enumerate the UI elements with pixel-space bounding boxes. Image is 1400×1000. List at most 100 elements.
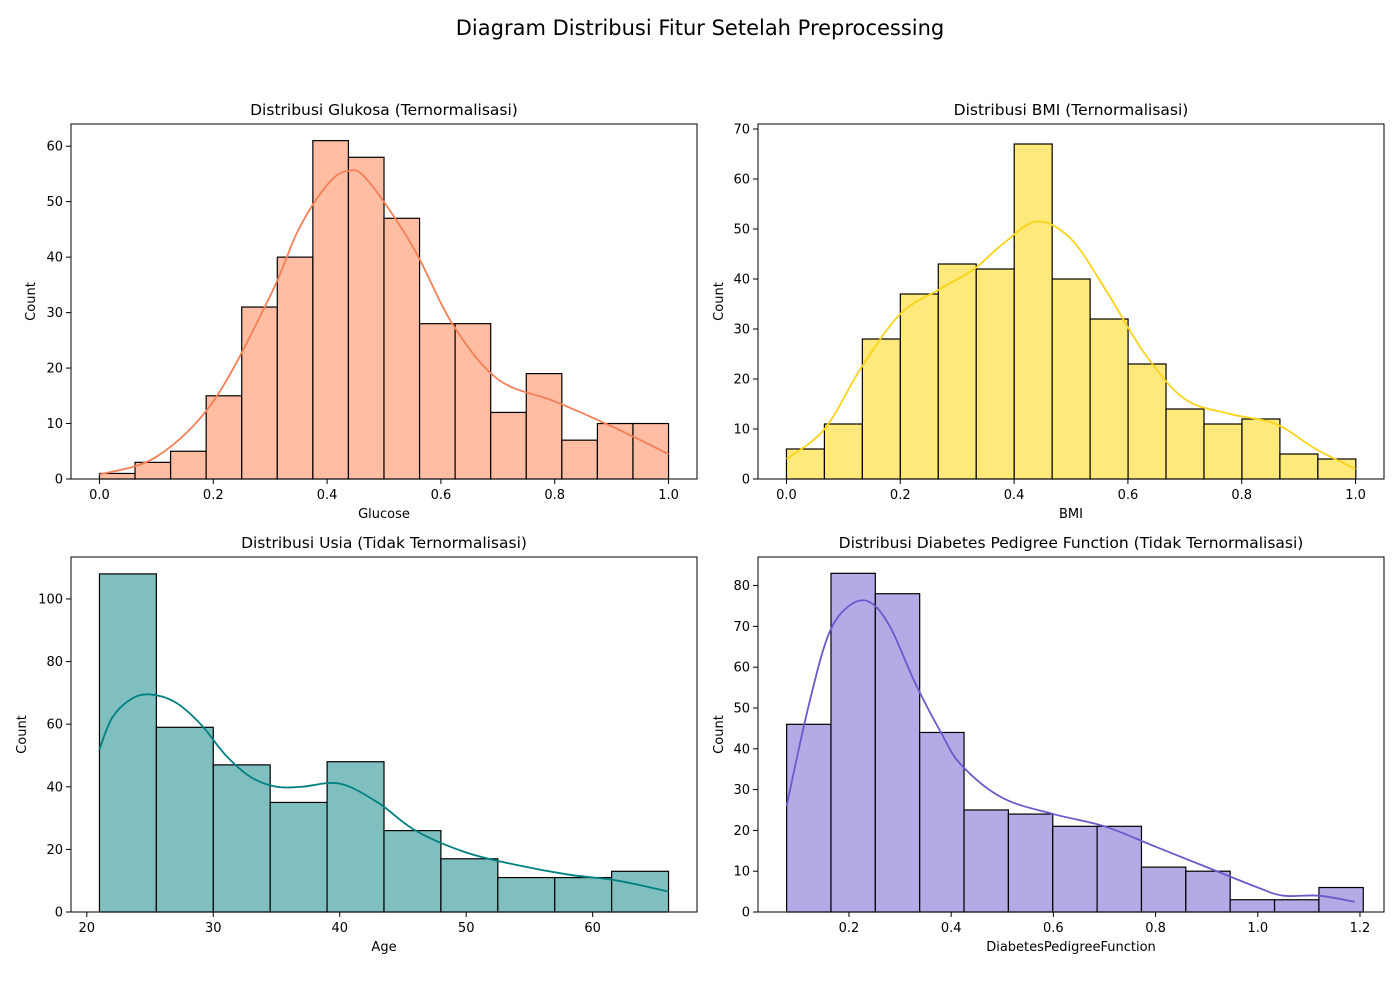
histogram-bar (1051, 278, 1091, 480)
x-tick-label: 1.2 (1350, 921, 1371, 936)
histogram-bar (561, 439, 599, 480)
chart-title: Distribusi Diabetes Pedigree Function (T… (839, 534, 1304, 552)
histogram-bar (241, 306, 278, 480)
figure-title: Diagram Distribusi Fitur Setelah Preproc… (455, 16, 945, 40)
histogram-bar (1007, 813, 1054, 913)
y-tick-label: 50 (733, 223, 750, 238)
y-axis-label: Count (24, 282, 39, 321)
y-tick-label: 0 (742, 906, 750, 921)
y-tick-label: 0 (55, 473, 63, 488)
histogram-bar (497, 876, 556, 913)
y-tick-label: 0 (742, 473, 750, 488)
y-axis-label: Count (15, 715, 30, 754)
y-tick-label: 50 (46, 195, 63, 210)
histogram-bar (454, 323, 492, 480)
histogram-bar (1203, 423, 1243, 480)
kde-line (98, 693, 669, 893)
x-tick-label: 40 (331, 921, 348, 936)
x-tick-label: 0.0 (776, 488, 797, 503)
x-tick-label: 0.2 (839, 921, 860, 936)
histogram-bar (611, 870, 670, 913)
kde-line (785, 599, 1356, 903)
x-axis-label: Glucose (358, 507, 410, 522)
y-tick-label: 60 (733, 661, 750, 676)
y-tick-label: 70 (733, 123, 750, 138)
x-tick-label: 60 (584, 921, 601, 936)
histogram-bar (899, 293, 939, 480)
x-tick-label: 0.6 (431, 488, 452, 503)
x-axis-label: DiabetesPedigreeFunction (986, 940, 1156, 955)
histogram-bar (326, 761, 385, 913)
axes-frame (757, 123, 1385, 480)
y-tick-label: 0 (55, 906, 63, 921)
x-tick-label: 0.6 (1043, 921, 1064, 936)
x-tick-label: 0.8 (1145, 921, 1166, 936)
histogram-bar (1052, 825, 1098, 913)
y-tick-label: 30 (46, 306, 63, 321)
x-tick-label: 0.8 (544, 488, 565, 503)
histogram-bar (830, 572, 876, 913)
y-tick-label: 80 (46, 655, 63, 670)
y-tick-label: 10 (46, 417, 63, 432)
histogram-bar (1273, 899, 1320, 913)
kde-line (99, 169, 669, 476)
histogram-bar (383, 217, 421, 480)
histogram-bar (525, 373, 563, 480)
histogram-bar (963, 809, 1010, 913)
y-tick-label: 30 (733, 783, 750, 798)
x-tick-label: 20 (79, 921, 96, 936)
axes-frame (70, 556, 698, 913)
x-axis-label: Age (371, 940, 396, 955)
y-tick-label: 30 (733, 323, 750, 338)
y-tick-label: 80 (733, 579, 750, 594)
histogram-bar (347, 156, 385, 480)
x-tick-label: 0.2 (203, 488, 224, 503)
histogram-bar (1241, 418, 1281, 480)
histogram-bar (1229, 899, 1276, 913)
histogram-bar (554, 876, 613, 913)
histogram-bar (823, 423, 863, 480)
histogram-bar (1165, 408, 1205, 480)
x-tick-label: 50 (458, 921, 475, 936)
chart-panel-4: 0.2 0.4 0.6 0.8 1.0 1.2 0 10 20 30 40 50 60 70 80 Distr… (712, 534, 1385, 955)
histogram-bar (212, 764, 271, 913)
histogram-bar (312, 140, 350, 480)
y-tick-label: 20 (733, 373, 750, 388)
axes-frame (70, 123, 698, 480)
histogram-bar (874, 593, 921, 913)
histogram-bar (440, 858, 499, 913)
y-tick-label: 60 (46, 718, 63, 733)
y-tick-label: 60 (46, 140, 63, 155)
chart-title: Distribusi Usia (Tidak Ternormalisasi) (241, 534, 527, 552)
histogram-bar (1013, 143, 1053, 480)
histogram-bar (1317, 458, 1357, 480)
histogram-bar (98, 472, 136, 480)
histogram-bar (786, 723, 832, 913)
histogram-bar (269, 801, 328, 913)
y-tick-label: 100 (38, 592, 63, 607)
chart-panel-3: 20 30 40 50 60 0 20 40 60 80 100 Distribusi Usia (T… (15, 534, 698, 955)
histogram-bar (1089, 318, 1129, 480)
histogram-bar (785, 448, 826, 480)
y-tick-label: 20 (46, 362, 63, 377)
y-tick-label: 40 (46, 251, 63, 266)
x-tick-label: 1.0 (1247, 921, 1268, 936)
y-tick-label: 40 (46, 780, 63, 795)
histogram-bar (276, 256, 314, 480)
y-tick-label: 20 (46, 843, 63, 858)
y-axis-label: Count (712, 715, 727, 754)
histogram-bar (596, 422, 634, 480)
histogram-bar (861, 338, 901, 480)
y-tick-label: 60 (733, 173, 750, 188)
y-tick-label: 50 (733, 701, 750, 716)
y-tick-label: 10 (733, 423, 750, 438)
histogram-bar (169, 450, 207, 480)
x-axis-label: BMI (1059, 507, 1083, 522)
x-tick-label: 0.4 (317, 488, 338, 503)
x-tick-label: 1.0 (1345, 488, 1366, 503)
y-tick-label: 40 (733, 273, 750, 288)
histogram-bar (418, 323, 456, 480)
x-tick-label: 0.2 (890, 488, 911, 503)
histogram-bar (205, 395, 243, 480)
